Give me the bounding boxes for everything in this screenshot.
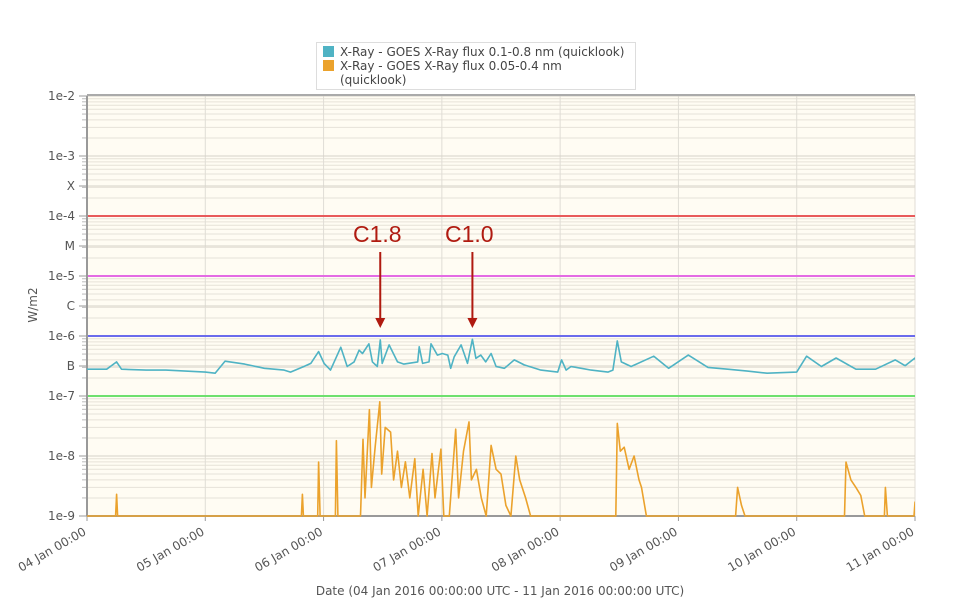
x-tick-label: 04 Jan 00:00 xyxy=(16,524,89,574)
series-line-long xyxy=(87,338,915,375)
y-tick-label: 1e-9 xyxy=(48,509,75,523)
y-tick-label: B xyxy=(67,359,75,373)
legend-item-short[interactable]: X-Ray - GOES X-Ray flux 0.05-0.4 nm (qui… xyxy=(321,59,631,87)
y-tick-label: 1e-8 xyxy=(48,449,75,463)
x-tick-label: 05 Jan 00:00 xyxy=(134,524,207,574)
annotation-c18: C1.8 xyxy=(353,221,402,247)
annotation-arrow-head xyxy=(375,318,386,328)
y-tick-label: 1e-5 xyxy=(48,269,75,283)
legend-swatch-long xyxy=(323,46,334,57)
y-tick-label: M xyxy=(65,239,75,253)
x-tick-label: 09 Jan 00:00 xyxy=(607,524,680,574)
legend-item-long[interactable]: X-Ray - GOES X-Ray flux 0.1-0.8 nm (quic… xyxy=(321,45,631,59)
y-tick-label: 1e-6 xyxy=(48,329,75,343)
y-tick-label: X xyxy=(67,179,75,193)
legend-label-short: X-Ray - GOES X-Ray flux 0.05-0.4 nm (qui… xyxy=(340,59,562,87)
annotation-c10: C1.0 xyxy=(445,221,494,247)
series-line-short xyxy=(87,400,915,517)
y-tick-label: 1e-2 xyxy=(48,89,75,103)
legend-label-long: X-Ray - GOES X-Ray flux 0.1-0.8 nm (quic… xyxy=(340,45,625,59)
y-tick-label: 1e-7 xyxy=(48,389,75,403)
y-tick-label: 1e-3 xyxy=(48,149,75,163)
x-tick-label: 07 Jan 00:00 xyxy=(371,524,444,574)
y-axis-title: W/m2 xyxy=(26,287,40,323)
y-tick-label: C xyxy=(67,299,75,313)
x-axis-title: Date (04 Jan 2016 00:00:00 UTC - 11 Jan … xyxy=(315,584,685,598)
x-tick-label: 11 Jan 00:00 xyxy=(844,524,917,574)
x-tick-label: 06 Jan 00:00 xyxy=(252,524,325,574)
x-tick-label: 08 Jan 00:00 xyxy=(489,524,562,574)
legend-swatch-short xyxy=(323,60,334,71)
y-tick-label: 1e-4 xyxy=(48,209,75,223)
annotation-arrow-head xyxy=(467,318,478,328)
x-tick-label: 10 Jan 00:00 xyxy=(725,524,798,574)
legend: X-Ray - GOES X-Ray flux 0.1-0.8 nm (quic… xyxy=(316,42,636,90)
